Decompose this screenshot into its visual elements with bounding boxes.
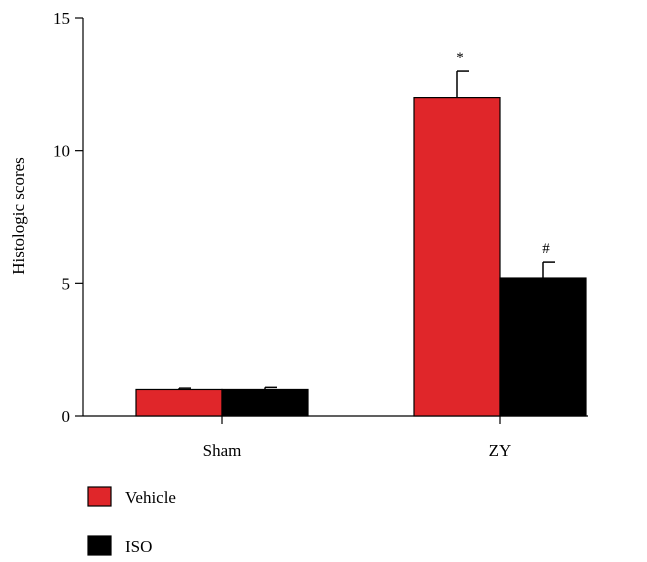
y-tick-label: 5 bbox=[62, 274, 71, 293]
significance-marker: # bbox=[542, 241, 550, 257]
legend-swatch-vehicle bbox=[87, 486, 112, 507]
x-axis: Sham ZY bbox=[83, 415, 588, 460]
x-category-label: Sham bbox=[203, 441, 242, 460]
y-tick-label: 10 bbox=[53, 142, 70, 161]
y-axis: 0 5 10 15 Histologic scores bbox=[9, 9, 84, 426]
bar-iso-sham bbox=[221, 388, 309, 417]
legend-swatch-iso bbox=[87, 535, 112, 556]
y-tick-label: 0 bbox=[62, 407, 71, 426]
legend-label-iso: ISO bbox=[125, 537, 152, 556]
legend: Vehicle ISO bbox=[87, 486, 176, 556]
bar-iso-zy bbox=[499, 277, 587, 417]
bars-group: *# bbox=[135, 50, 587, 417]
significance-marker: * bbox=[456, 50, 464, 66]
y-tick-label: 15 bbox=[53, 9, 70, 28]
y-axis-title: Histologic scores bbox=[9, 157, 28, 275]
bar-vehicle-zy bbox=[413, 96, 501, 417]
x-category-label: ZY bbox=[489, 441, 512, 460]
bar-vehicle-sham bbox=[135, 388, 223, 417]
legend-label-vehicle: Vehicle bbox=[125, 488, 176, 507]
